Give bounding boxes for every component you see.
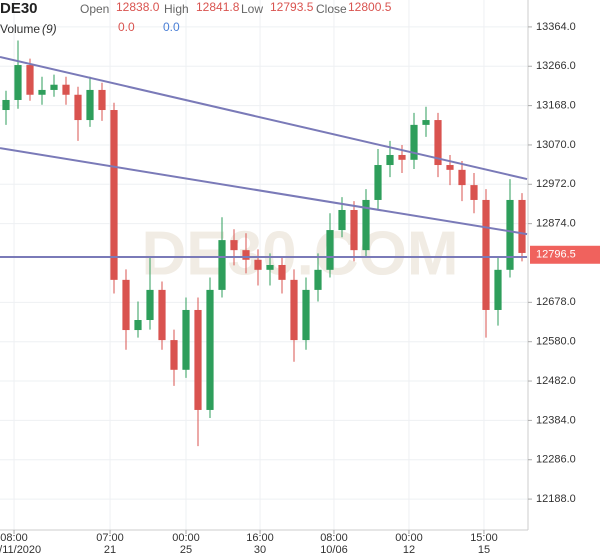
candle-body	[170, 340, 178, 370]
candle-body	[266, 265, 274, 270]
y-tick-label: 12580.0	[536, 336, 576, 348]
y-tick-label: 12972.0	[536, 178, 576, 190]
x-tick-label: 16:00	[246, 532, 274, 544]
candle-body	[182, 309, 190, 370]
y-tick-label: 12678.0	[536, 296, 576, 308]
x-tick-sublabel: 09/11/2020	[0, 544, 41, 556]
low-label: Low	[241, 2, 263, 16]
candle-body	[218, 240, 226, 290]
candle-body	[74, 94, 82, 121]
high-value: 12841.8	[196, 0, 240, 14]
y-tick-label: 12384.0	[536, 414, 576, 426]
candle-body	[254, 259, 262, 270]
candle-body	[374, 165, 382, 200]
candle-body	[290, 279, 298, 341]
y-tick-label: 13168.0	[536, 100, 576, 112]
candle-body	[482, 199, 490, 310]
candle-body	[146, 289, 154, 321]
candle-body	[494, 269, 502, 310]
candle-body	[326, 230, 334, 270]
x-tick-label: 00:00	[172, 532, 200, 544]
candle-body	[518, 199, 526, 253]
y-tick-label: 13070.0	[536, 139, 576, 151]
open-value: 12838.0	[116, 0, 160, 14]
candle-body	[50, 84, 58, 90]
y-tick-label: 12286.0	[536, 454, 576, 466]
candle-body	[2, 99, 10, 111]
close-label: Close	[316, 2, 347, 16]
y-tick-label: 13266.0	[536, 60, 576, 72]
candle-body	[362, 199, 370, 251]
volume-value: 0.0	[118, 20, 135, 34]
y-tick-label: 12188.0	[536, 493, 576, 505]
candle-body	[302, 289, 310, 341]
x-tick-label: 08:00	[0, 532, 28, 544]
x-tick-sublabel: 12	[403, 544, 415, 556]
y-tick-label: 12482.0	[536, 375, 576, 387]
x-tick-sublabel: 10/06	[320, 544, 348, 556]
y-tick-label: 13364.0	[536, 21, 576, 33]
candle-body	[506, 199, 514, 270]
candle-body	[14, 65, 22, 100]
candle-body	[134, 320, 142, 331]
candle-body	[434, 120, 442, 166]
x-tick-label: 00:00	[395, 532, 423, 544]
volume-label: Volume	[0, 22, 40, 36]
low-value: 12793.5	[270, 0, 314, 14]
candle-body	[446, 165, 454, 170]
watermark: DE30.COM	[142, 219, 459, 288]
candle-body	[338, 209, 346, 231]
trend-line	[0, 56, 528, 181]
price-tag	[530, 245, 600, 264]
x-tick-sublabel: 15	[478, 544, 490, 556]
x-tick-sublabel: 25	[180, 544, 192, 556]
candle-body	[230, 240, 238, 251]
candle-body	[242, 250, 250, 260]
candle-body	[98, 89, 106, 111]
price-tag-label: 12796.5	[536, 249, 576, 261]
candle-body	[314, 269, 322, 290]
y-tick-label: 12874.0	[536, 218, 576, 230]
high-label: High	[164, 2, 189, 16]
x-tick-label: 07:00	[96, 532, 124, 544]
candle-body	[350, 209, 358, 251]
candle-body	[278, 265, 286, 280]
x-tick-sublabel: 30	[254, 544, 266, 556]
close-value: 12800.5	[348, 0, 392, 14]
symbol: DE30	[0, 0, 38, 17]
candle-body	[62, 84, 70, 95]
candle-body	[158, 289, 166, 341]
candle-body	[122, 279, 130, 331]
grid	[0, 0, 528, 530]
candle-body	[206, 289, 214, 410]
plot	[0, 40, 528, 447]
open-label: Open	[80, 2, 109, 16]
candle-body	[194, 309, 202, 410]
trend-line	[0, 147, 528, 236]
x-tick-label: 08:00	[320, 532, 348, 544]
candle-body	[398, 154, 406, 160]
candle-body	[26, 65, 34, 95]
volume-value: 0.0	[163, 20, 180, 34]
candle-body	[386, 154, 394, 166]
candle-body	[410, 124, 418, 160]
x-tick-label: 15:00	[470, 532, 498, 544]
candle-body	[422, 120, 430, 125]
volume-period: (9)	[42, 22, 57, 36]
candle-body	[38, 89, 46, 95]
candle-body	[86, 89, 94, 121]
x-tick-sublabel: 21	[104, 544, 116, 556]
candle-body	[470, 185, 478, 200]
candle-body	[110, 110, 118, 280]
candle-body	[458, 169, 466, 186]
